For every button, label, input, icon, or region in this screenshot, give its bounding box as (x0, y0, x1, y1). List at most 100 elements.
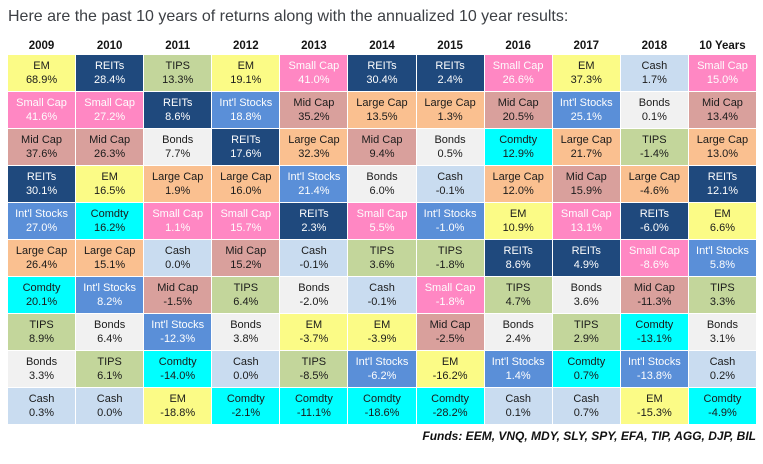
return-value: 4.7% (505, 295, 531, 308)
asset-name: TIPS (29, 318, 54, 331)
year-header: 2013 (301, 40, 327, 52)
return-cell: Small Cap 15.7% (212, 203, 280, 239)
asset-name: Small Cap (560, 207, 612, 220)
asset-name: Mid Cap (293, 96, 335, 109)
asset-name: EM (373, 318, 391, 331)
asset-name: REITs (639, 207, 670, 220)
return-cell: Cash 0.1% (484, 388, 552, 424)
return-value: 19.1% (230, 73, 262, 86)
return-cell: Cash -0.1% (348, 277, 416, 313)
asset-name: TIPS (233, 281, 259, 294)
return-value: 0.3% (29, 406, 55, 419)
return-value: 0.0% (165, 258, 191, 271)
asset-name: EM (646, 392, 663, 405)
asset-name: Mid Cap (157, 281, 199, 294)
return-cell: Mid Cap 35.2% (280, 92, 348, 128)
return-cell: TIPS -1.8% (416, 240, 484, 276)
asset-name: Int'l Stocks (491, 355, 545, 368)
asset-name: Int'l Stocks (219, 96, 273, 109)
return-value: 8.6% (165, 110, 191, 123)
return-value: 0.1% (505, 406, 531, 419)
return-value: -16.2% (432, 369, 468, 382)
return-cell: Mid Cap 13.4% (688, 92, 756, 128)
return-value: 13.1% (570, 221, 602, 234)
return-cell: Int'l Stocks -6.2% (348, 351, 416, 387)
return-cell: Comdty -11.1% (280, 388, 348, 424)
return-value: 12.0% (502, 184, 534, 197)
return-cell: Int'l Stocks 21.4% (280, 166, 348, 202)
asset-name: TIPS (301, 355, 327, 368)
return-cell: Mid Cap 37.6% (8, 129, 76, 165)
return-cell: Mid Cap -2.5% (416, 314, 484, 350)
return-cell: Comdty -18.6% (348, 388, 416, 424)
asset-name: REITs (435, 59, 465, 72)
return-cell: Mid Cap 9.4% (348, 129, 416, 165)
return-cell: Comdty -28.2% (416, 388, 484, 424)
return-cell: Cash 0.0% (212, 351, 280, 387)
return-cell: Int'l Stocks 18.8% (212, 92, 280, 128)
return-value: 3.6% (573, 295, 599, 308)
return-cell: Small Cap 27.2% (76, 92, 144, 128)
return-cell: Mid Cap -11.3% (620, 277, 688, 313)
return-cell: Mid Cap 20.5% (484, 92, 552, 128)
asset-name: Mid Cap (89, 133, 131, 146)
return-value: 8.2% (97, 295, 123, 308)
return-cell: Cash 0.0% (144, 240, 212, 276)
asset-name: Int'l Stocks (15, 207, 68, 220)
asset-name: Small Cap (424, 281, 476, 294)
return-value: 6.4% (233, 295, 259, 308)
return-value: 28.4% (94, 73, 126, 86)
return-value: -3.9% (367, 332, 397, 345)
return-cell: EM -3.7% (280, 314, 348, 350)
return-cell: Cash -0.1% (416, 166, 484, 202)
return-value: 0.7% (573, 406, 599, 419)
asset-name: Large Cap (220, 170, 272, 183)
return-value: 35.2% (298, 110, 330, 123)
return-value: 6.1% (97, 369, 123, 382)
return-cell: Comdty 0.7% (552, 351, 620, 387)
return-value: 0.2% (709, 369, 735, 382)
return-cell: REITs 2.3% (280, 203, 348, 239)
return-cell: Mid Cap -1.5% (144, 277, 212, 313)
return-value: 0.5% (437, 147, 463, 160)
asset-name: Cash (573, 392, 600, 405)
return-value: 13.4% (706, 110, 739, 123)
return-cell: REITs 2.4% (416, 55, 484, 91)
return-value: 3.1% (709, 332, 735, 345)
asset-name: TIPS (165, 59, 190, 72)
asset-name: Large Cap (560, 133, 612, 146)
asset-name: Mid Cap (497, 96, 539, 109)
return-cell: Bonds 0.5% (416, 129, 484, 165)
return-cell: Int'l Stocks 27.0% (8, 203, 76, 239)
return-value: 13.3% (162, 73, 194, 86)
return-value: -11.3% (637, 295, 672, 308)
return-cell: Comdty -2.1% (212, 388, 280, 424)
return-value: -1.5% (163, 295, 193, 308)
asset-name: Cash (437, 170, 463, 183)
year-header-row: 2009 2010 2011 2012 2013 2014 2015 2016 2017 2018… (8, 40, 756, 53)
asset-name: Mid Cap (21, 133, 63, 146)
return-value: -1.8% (435, 258, 465, 271)
asset-name: Large Cap (696, 133, 749, 146)
return-value: 20.1% (25, 295, 58, 308)
return-value: 13.0% (706, 147, 739, 160)
return-cell: Bonds 0.1% (620, 92, 688, 128)
return-value: 1.3% (437, 110, 463, 123)
return-value: -8.6% (639, 258, 669, 271)
asset-name: REITs (571, 244, 601, 257)
return-cell: TIPS 13.3% (144, 55, 212, 91)
asset-name: Comdty (226, 392, 265, 405)
return-value: -12.3% (160, 332, 196, 345)
return-value: -1.4% (639, 147, 669, 160)
return-cell: TIPS 3.3% (688, 277, 756, 313)
return-cell: Bonds 3.8% (212, 314, 280, 350)
return-cell: TIPS 3.6% (348, 240, 416, 276)
return-cell: Int'l Stocks -13.8% (620, 351, 688, 387)
return-cell: REITs 8.6% (484, 240, 552, 276)
return-value: 1.4% (505, 369, 531, 382)
return-cell: Mid Cap 15.2% (212, 240, 280, 276)
year-header: 2017 (573, 40, 600, 52)
returns-grid: EM 68.9% REITs 28.4% TIPS 13.3% EM 19.1% Small C… (8, 55, 756, 424)
return-cell: Large Cap 32.3% (280, 129, 348, 165)
asset-name: Small Cap (16, 96, 67, 109)
